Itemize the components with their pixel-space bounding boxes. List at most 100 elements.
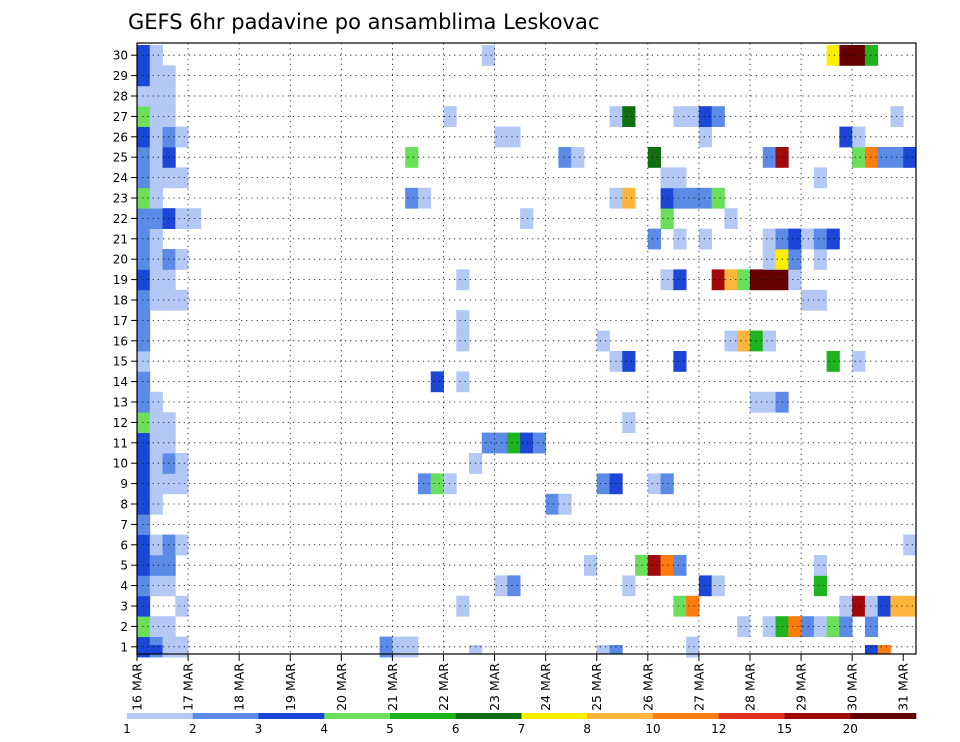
y-tick-label: 19: [113, 273, 128, 287]
heatmap-cell: [456, 269, 470, 291]
heatmap-cell: [826, 616, 840, 637]
colorbar: 1 2 3 4 5 6 7 8 10 12 15 20: [123, 713, 917, 736]
y-tick-label: 25: [113, 151, 128, 165]
y-tick-label: 8: [120, 498, 128, 512]
heatmap-cell: [724, 269, 738, 291]
heatmap-cell: [622, 412, 636, 433]
colorbar-swatch: [850, 713, 917, 719]
heatmap-cell: [456, 371, 470, 393]
y-axis-labels: 1234567891011121314151617181920212223242…: [113, 49, 137, 654]
heatmap-cell: [175, 636, 189, 658]
heatmap-cell: [149, 85, 163, 107]
heatmap-cell: [737, 269, 751, 291]
y-tick-label: 29: [113, 69, 128, 83]
heatmap-cell: [149, 645, 163, 654]
heatmap-cell: [788, 616, 802, 637]
heatmap-cell: [175, 595, 189, 617]
heatmap-cell: [137, 147, 151, 168]
heatmap-cell: [737, 330, 751, 352]
heatmap-cell: [149, 289, 163, 311]
y-tick-label: 2: [120, 620, 128, 634]
heatmap-cell: [149, 228, 163, 250]
colorbar-label: 7: [518, 722, 526, 736]
heatmap-cell: [137, 534, 151, 556]
colorbar-swatch: [653, 713, 720, 719]
heatmap-cell: [762, 228, 776, 250]
heatmap-cell: [520, 208, 534, 229]
heatmap-cell: [673, 167, 687, 189]
x-tick-label: 18 MAR: [232, 663, 247, 711]
heatmap-cell: [724, 208, 738, 229]
heatmap-cell: [456, 310, 470, 331]
heatmap-cell: [392, 636, 406, 658]
heatmap-cell: [149, 65, 163, 87]
heatmap-cell: [149, 147, 163, 168]
heatmap-cell: [647, 228, 661, 250]
heatmap-cell: [711, 269, 725, 291]
y-tick-label: 4: [120, 579, 128, 593]
y-tick-label: 30: [113, 49, 128, 63]
x-tick-label: 31 MAR: [896, 663, 911, 711]
y-tick-label: 12: [113, 416, 128, 430]
heatmap-cell: [801, 228, 815, 250]
heatmap-cell: [149, 106, 163, 127]
heatmap-cell: [711, 575, 725, 597]
heatmap-cell: [660, 208, 674, 229]
x-tick-label: 20 MAR: [334, 663, 349, 711]
heatmap-cell: [137, 595, 151, 617]
heatmap-cell: [724, 330, 738, 352]
heatmap-cell: [673, 351, 687, 372]
heatmap-cell: [852, 45, 866, 66]
heatmap-cell: [149, 249, 163, 270]
heatmap-cells: [137, 45, 917, 658]
colorbar-label: 2: [189, 722, 197, 736]
heatmap-cell: [813, 616, 828, 637]
heatmap-cell: [839, 616, 853, 637]
heatmap-cell: [137, 330, 151, 352]
x-tick-label: 29 MAR: [794, 663, 809, 711]
heatmap-cell: [673, 187, 687, 209]
heatmap-cell: [673, 269, 687, 291]
heatmap-cell: [647, 473, 661, 495]
heatmap-cell: [801, 616, 815, 637]
heatmap-cell: [137, 371, 151, 393]
heatmap-cell: [813, 249, 828, 270]
heatmap-cell: [864, 616, 879, 637]
y-tick-label: 16: [113, 334, 128, 348]
heatmap-cell: [903, 534, 917, 556]
colorbar-swatch: [324, 713, 391, 719]
heatmap-cell: [149, 187, 163, 209]
heatmap-cell: [137, 310, 151, 331]
colorbar-label: 3: [255, 722, 263, 736]
y-tick-label: 10: [113, 457, 128, 471]
y-tick-label: 9: [120, 477, 128, 491]
heatmap-cell: [622, 106, 636, 127]
heatmap-cell: [711, 187, 725, 209]
heatmap-cell: [417, 187, 432, 209]
heatmap-cell: [762, 391, 776, 413]
x-tick-label: 24 MAR: [538, 663, 553, 711]
heatmap-cell: [864, 595, 879, 617]
heatmap-cell: [813, 575, 828, 597]
colorbar-swatch: [455, 713, 522, 719]
colorbar-label: 15: [777, 722, 792, 736]
heatmap-cell: [137, 45, 151, 66]
heatmap-cell: [660, 555, 674, 576]
heatmap-cell: [839, 45, 853, 66]
colorbar-swatch: [587, 713, 654, 719]
heatmap-cell: [175, 473, 189, 495]
colorbar-swatch: [127, 713, 194, 719]
heatmap-cell: [149, 269, 163, 291]
heatmap-cell: [762, 269, 776, 291]
heatmap-cell: [137, 249, 151, 270]
heatmap-cell: [137, 351, 151, 372]
heatmap-cell: [137, 391, 151, 413]
heatmap-cell: [417, 473, 432, 495]
heatmap-cell: [149, 493, 163, 515]
heatmap-cell: [149, 391, 163, 413]
heatmap-cell: [405, 147, 419, 168]
heatmap-cell: [813, 228, 828, 250]
heatmap-cell: [137, 269, 151, 291]
x-tick-label: 17 MAR: [181, 663, 196, 711]
y-tick-label: 21: [113, 232, 128, 246]
